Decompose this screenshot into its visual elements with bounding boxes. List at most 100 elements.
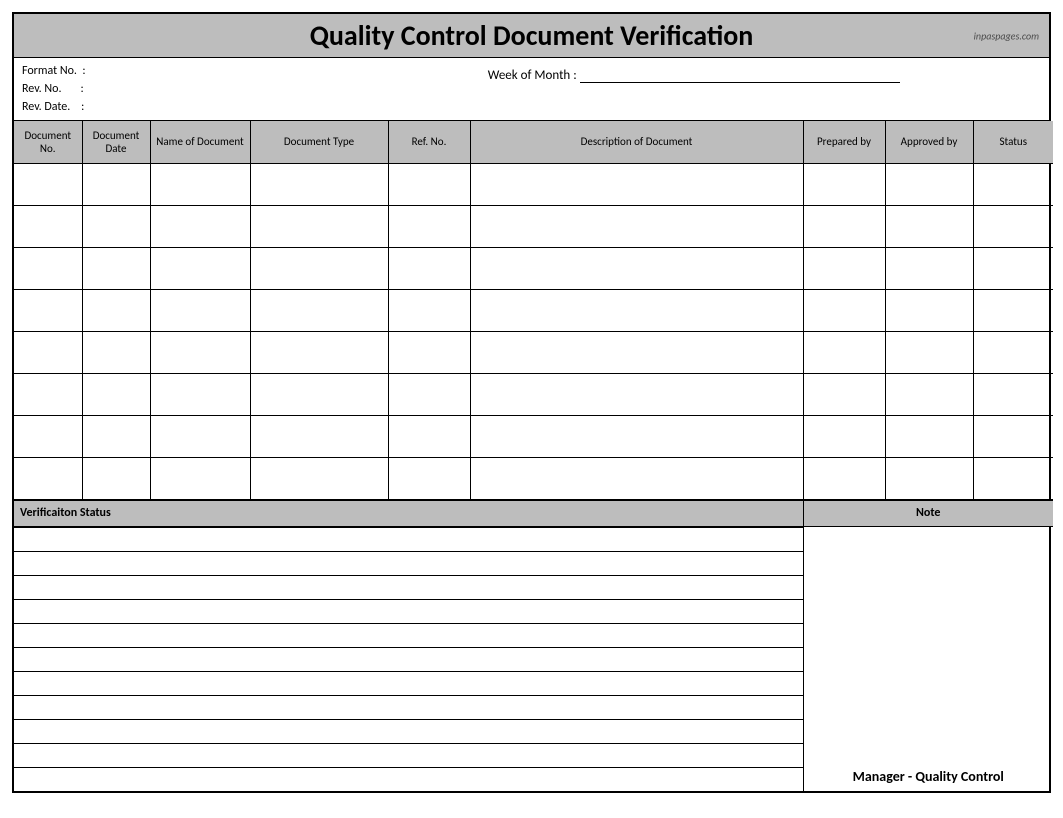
column-header: Approved by <box>885 121 973 163</box>
table-row <box>14 247 1053 289</box>
meta-section: Format No. : Rev. No. : Rev. Date. : Wee… <box>14 58 1049 121</box>
table-cell[interactable] <box>82 163 150 205</box>
table-cell[interactable] <box>82 289 150 331</box>
table-cell[interactable] <box>250 415 388 457</box>
table-cell[interactable] <box>388 415 470 457</box>
table-cell[interactable] <box>973 205 1053 247</box>
verification-cell[interactable] <box>14 767 803 791</box>
table-cell[interactable] <box>973 247 1053 289</box>
table-cell[interactable] <box>885 415 973 457</box>
table-cell[interactable] <box>388 331 470 373</box>
table-cell[interactable] <box>885 289 973 331</box>
verification-cell[interactable] <box>14 575 803 599</box>
rev-no-label: Rev. No. : <box>22 82 84 96</box>
table-cell[interactable] <box>470 247 803 289</box>
table-cell[interactable] <box>388 247 470 289</box>
table-cell[interactable] <box>388 163 470 205</box>
table-cell[interactable] <box>14 331 82 373</box>
table-cell[interactable] <box>803 289 885 331</box>
column-header: Description of Document <box>470 121 803 163</box>
verification-cell[interactable] <box>14 527 803 551</box>
table-cell[interactable] <box>470 415 803 457</box>
column-header: Document No. <box>14 121 82 163</box>
table-cell[interactable] <box>14 205 82 247</box>
table-cell[interactable] <box>973 289 1053 331</box>
table-cell[interactable] <box>973 415 1053 457</box>
table-cell[interactable] <box>250 331 388 373</box>
table-cell[interactable] <box>82 205 150 247</box>
table-cell[interactable] <box>470 205 803 247</box>
table-cell[interactable] <box>82 415 150 457</box>
table-cell[interactable] <box>82 457 150 499</box>
table-cell[interactable] <box>803 247 885 289</box>
verification-cell[interactable] <box>14 695 803 719</box>
table-cell[interactable] <box>82 247 150 289</box>
signature-cell: Manager - Quality Control <box>803 527 1053 791</box>
table-cell[interactable] <box>803 415 885 457</box>
table-cell[interactable] <box>973 373 1053 415</box>
table-cell[interactable] <box>150 289 250 331</box>
table-cell[interactable] <box>973 163 1053 205</box>
table-cell[interactable] <box>14 415 82 457</box>
table-cell[interactable] <box>14 247 82 289</box>
table-cell[interactable] <box>82 331 150 373</box>
verification-cell[interactable] <box>14 719 803 743</box>
verification-cell[interactable] <box>14 743 803 767</box>
table-cell[interactable] <box>388 373 470 415</box>
table-cell[interactable] <box>14 457 82 499</box>
table-cell[interactable] <box>973 331 1053 373</box>
verification-status-header: Verificaiton Status <box>14 500 803 526</box>
table-cell[interactable] <box>250 163 388 205</box>
table-cell[interactable] <box>803 373 885 415</box>
table-cell[interactable] <box>14 163 82 205</box>
table-cell[interactable] <box>250 205 388 247</box>
table-cell[interactable] <box>82 373 150 415</box>
table-cell[interactable] <box>803 205 885 247</box>
table-cell[interactable] <box>885 457 973 499</box>
table-cell[interactable] <box>250 247 388 289</box>
title-bar: Quality Control Document Verification in… <box>14 14 1049 58</box>
verification-cell[interactable] <box>14 671 803 695</box>
table-cell[interactable] <box>150 205 250 247</box>
table-cell[interactable] <box>885 331 973 373</box>
table-cell[interactable] <box>150 331 250 373</box>
table-cell[interactable] <box>885 163 973 205</box>
table-cell[interactable] <box>885 247 973 289</box>
table-cell[interactable] <box>973 457 1053 499</box>
format-no-label: Format No. : <box>22 64 86 78</box>
table-cell[interactable] <box>388 457 470 499</box>
table-cell[interactable] <box>470 163 803 205</box>
table-cell[interactable] <box>250 457 388 499</box>
column-header: Ref. No. <box>388 121 470 163</box>
table-cell[interactable] <box>150 163 250 205</box>
table-cell[interactable] <box>803 457 885 499</box>
table-cell[interactable] <box>150 415 250 457</box>
table-cell[interactable] <box>885 373 973 415</box>
table-row <box>14 205 1053 247</box>
column-header-row: Document No.Document DateName of Documen… <box>14 121 1053 163</box>
table-cell[interactable] <box>388 205 470 247</box>
table-cell[interactable] <box>803 163 885 205</box>
week-of-month-value[interactable] <box>580 69 900 83</box>
table-cell[interactable] <box>470 457 803 499</box>
verification-cell[interactable] <box>14 599 803 623</box>
table-cell[interactable] <box>14 373 82 415</box>
table-cell[interactable] <box>470 373 803 415</box>
table-cell[interactable] <box>150 247 250 289</box>
table-cell[interactable] <box>150 373 250 415</box>
table-cell[interactable] <box>388 289 470 331</box>
table-cell[interactable] <box>14 289 82 331</box>
verification-cell[interactable] <box>14 647 803 671</box>
column-header: Status <box>973 121 1053 163</box>
table-cell[interactable] <box>150 457 250 499</box>
table-cell[interactable] <box>470 331 803 373</box>
table-cell[interactable] <box>250 289 388 331</box>
verification-cell[interactable] <box>14 551 803 575</box>
verification-cell[interactable] <box>14 623 803 647</box>
table-cell[interactable] <box>885 205 973 247</box>
rev-date-label: Rev. Date. : <box>22 100 84 114</box>
table-cell[interactable] <box>803 331 885 373</box>
table-cell[interactable] <box>470 289 803 331</box>
table-row <box>14 373 1053 415</box>
table-cell[interactable] <box>250 373 388 415</box>
